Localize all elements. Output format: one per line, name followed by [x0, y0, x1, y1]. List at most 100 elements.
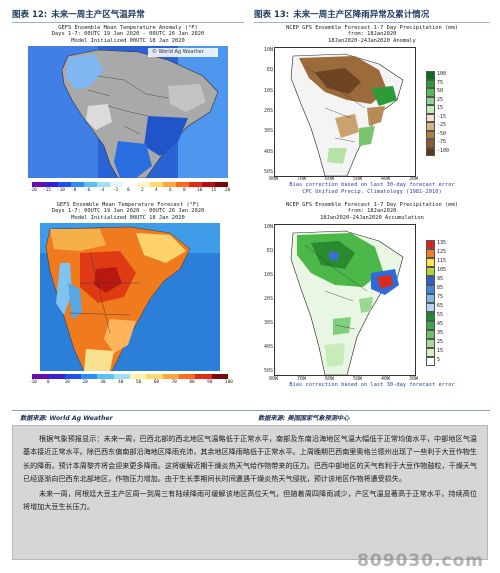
colorbar-label: 40	[118, 380, 124, 385]
legend-swatch	[426, 88, 435, 97]
bias-note: Bias correction based on last 30-day for…	[289, 382, 455, 388]
legend-label: 35	[437, 330, 444, 336]
temperature-anomaly-panel: GEFS Ensemble Mean Temperature Anomaly (…	[12, 25, 244, 195]
legend-label: 55	[437, 312, 444, 318]
analysis-text-box: 根据气象预报显示：未来一周，巴西北部的西北地区气温略低于正常水平，南部及东南沿海…	[12, 425, 488, 560]
panel-init: Model Initialized 00UTC 18 Jan 2020	[71, 214, 185, 221]
map-logo: © World Ag Weather	[152, 49, 204, 55]
panel-period: Days 1-7: 00UTC 19 Jan 2020 - 00UTC 26 J…	[51, 31, 205, 38]
source-right: 数据来源: 美国国家气象预测中心	[258, 415, 350, 422]
colorbar-label: 8	[183, 188, 186, 193]
y-tick-label: 10N	[263, 224, 273, 230]
colorbar-label: 60	[153, 380, 160, 385]
precipitation-anomaly-legend: 100 75 50 25 15 -15 -25 -50 -75 -100	[426, 71, 466, 161]
colorbar-label: 2	[141, 188, 144, 193]
legend-swatch	[426, 130, 435, 139]
legend-swatch	[426, 267, 435, 276]
legend-swatch	[426, 357, 435, 366]
watermark: 809030.com	[357, 551, 484, 571]
temperature-anomaly-colorbar	[32, 182, 228, 187]
source-left: 数据来源: World Ag Weather	[20, 415, 113, 422]
legend-swatch	[426, 122, 435, 131]
legend-label: 25	[437, 96, 444, 103]
x-axis-labels: 80W 70W 60W 50W 40W 30W	[269, 376, 418, 383]
panel-title: NCEP GFS Ensemble Forecast 1-7 Day Preci…	[285, 25, 458, 31]
legend-swatch	[426, 96, 435, 105]
legend-label: -100	[437, 147, 450, 154]
colorbar-label: 4	[155, 188, 158, 193]
legend-swatch	[426, 276, 435, 285]
x-axis-labels: 80W 70W 60W 50W 40W 30W	[269, 176, 418, 183]
x-tick-label: 30W	[409, 176, 419, 182]
paragraph: 根据气象预报显示：未来一周，巴西北部的西北地区气温略低于正常水平，南部及东南沿海…	[23, 434, 477, 484]
panel-header: NCEP GFS Ensemble Forecast 1-7 Day Preci…	[254, 202, 490, 221]
legend-swatch	[426, 312, 435, 321]
colorbar-label: -15	[43, 188, 51, 193]
panel-range: 18Jan2020-24Jan2020 Accumulation	[320, 214, 424, 221]
colorbar-labels: -10 0 10 20 30 40 50 60 70 80 90 100	[29, 380, 233, 386]
legend-label: 15	[437, 348, 444, 354]
colorbar-label: 10	[197, 188, 203, 193]
figure-13-title: 图表 13: 未来一周主产区降雨异常及累计情况	[254, 8, 490, 23]
y-tick-label: 20S	[263, 296, 273, 302]
legend-swatch	[426, 258, 435, 267]
legend-label: 105	[437, 267, 447, 273]
legend-swatch	[426, 147, 435, 156]
legend-swatch	[426, 330, 435, 339]
x-tick-label: 40W	[381, 376, 391, 382]
figure-number: 图表 13:	[254, 10, 290, 20]
colorbar-label: 50	[135, 380, 142, 385]
legend-label: 85	[437, 285, 444, 291]
x-tick-label: 40W	[381, 176, 391, 182]
temperature-forecast-colorbar	[32, 374, 228, 379]
legend-swatch	[426, 285, 435, 294]
x-tick-label: 70W	[297, 176, 307, 182]
panel-title: NCEP GFS Ensemble Forecast 1-7 Day Preci…	[285, 202, 458, 208]
legend-swatch	[426, 294, 435, 303]
colorbar-label: 6	[169, 188, 172, 193]
legend-label: -50	[437, 130, 447, 137]
y-tick-label: EQ	[266, 67, 273, 74]
y-tick-label: 40S	[263, 344, 273, 350]
colorbar-label: -2	[113, 188, 119, 193]
legend-swatch	[426, 105, 435, 114]
colorbar-label: -8	[71, 188, 77, 193]
y-axis-labels: 10N EQ 10S 20S 30S 40S 50S	[260, 47, 274, 175]
bias-note: Bias correction based on last 30-day for…	[289, 182, 455, 188]
legend-label: 65	[437, 303, 444, 309]
legend-label: 5	[437, 357, 441, 363]
legend-swatch	[426, 348, 435, 357]
legend-label: -25	[437, 122, 447, 128]
x-tick-label: 60W	[325, 176, 335, 182]
legend-swatch	[426, 321, 435, 330]
temperature-forecast-map	[40, 223, 220, 371]
section-divider	[12, 410, 490, 411]
y-axis-labels: 10N EQ 10S 20S 30S 40S 50S	[260, 224, 274, 374]
x-tick-label: 80W	[269, 176, 279, 182]
colorbar-label: -4	[99, 188, 105, 193]
colorbar-label: 15	[211, 188, 217, 193]
legend-label: 25	[437, 339, 444, 345]
panel-header: GEFS Ensemble Mean Temperature Anomaly (…	[12, 25, 244, 44]
colorbar-label: 100	[225, 380, 233, 385]
y-tick-label: 20S	[263, 108, 273, 114]
legend-label: 15	[437, 105, 444, 111]
colorbar-label: 0	[127, 188, 130, 193]
legend-label: 135	[437, 240, 447, 246]
panel-from: from: 18Jan2020	[347, 208, 397, 215]
panel-from: from: 18Jan2020	[347, 31, 397, 38]
panel-header: NCEP GFS Ensemble Forecast 1-7 Day Preci…	[254, 25, 490, 44]
legend-swatch	[426, 79, 435, 88]
figure-caption: 未来一周主产区气温异常	[51, 10, 145, 20]
y-tick-label: 30S	[263, 128, 273, 135]
colorbar-label: -10	[29, 380, 37, 385]
legend-label: 125	[437, 249, 447, 255]
x-tick-label: 60W	[325, 376, 335, 382]
colorbar-label: -10	[57, 188, 65, 193]
y-tick-label: 50S	[263, 169, 273, 175]
x-tick-label: 80W	[269, 376, 279, 382]
y-tick-label: EQ	[266, 248, 273, 254]
figure-caption: 未来一周主产区降雨异常及累计情况	[293, 10, 430, 20]
legend-label: 75	[437, 294, 444, 300]
panel-init: Model Initialized 00UTC 18 Jan 2020	[71, 37, 185, 44]
